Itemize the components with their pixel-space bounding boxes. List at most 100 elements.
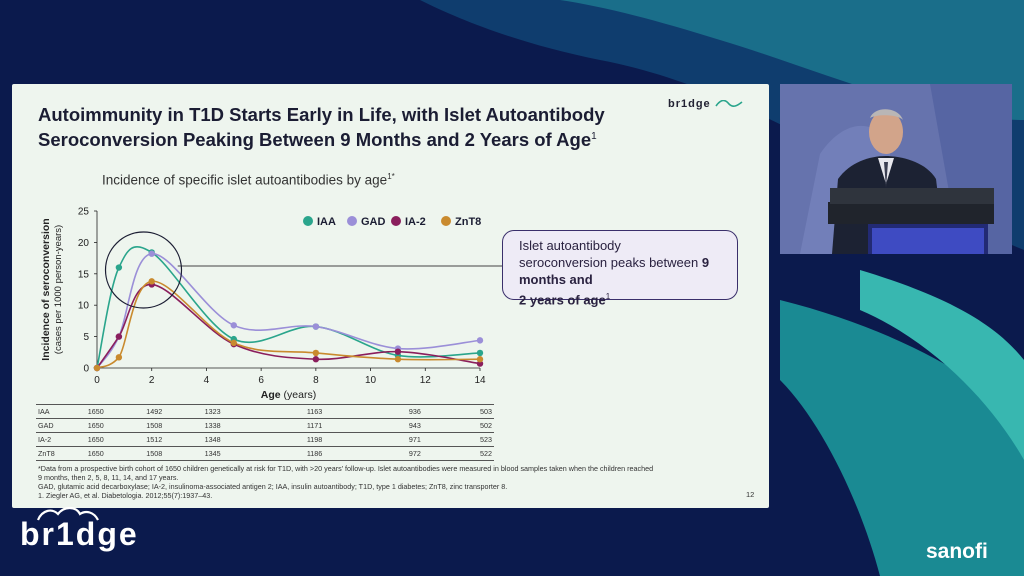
table-cell: 1171 — [304, 418, 407, 433]
data-point-gad — [312, 323, 320, 330]
x-tick-label: 2 — [149, 375, 155, 386]
table-cell: 936 — [406, 404, 478, 419]
table-cell: 522 — [478, 446, 494, 461]
slide-logo-text: br1dge — [668, 98, 711, 110]
table-cell: 1338 — [202, 418, 305, 433]
data-point-iaa — [115, 264, 123, 271]
table-cell: 1186 — [304, 446, 407, 461]
y-axis-label-unit: (cases per 1000 person-years) — [53, 225, 64, 354]
table-cell: 502 — [478, 418, 494, 433]
table-cell: 523 — [478, 432, 494, 447]
callout-bold-3: 2 years of age — [519, 292, 606, 308]
peak-highlight-circle — [104, 231, 183, 309]
chart-subtitle-text: Incidence of specific islet autoantibodi… — [102, 172, 388, 188]
data-point-gad — [148, 250, 155, 257]
x-tick-label: 12 — [420, 375, 432, 386]
x-tick-label: 10 — [365, 375, 377, 386]
legend-label-gad: GAD — [361, 216, 386, 228]
series-line-iaa — [96, 246, 481, 369]
table-cell: 972 — [406, 446, 478, 461]
y-tick-label: 25 — [78, 207, 90, 218]
y-tick-label: 0 — [83, 364, 89, 375]
data-point-znt8 — [312, 349, 320, 357]
series-line-znt8 — [96, 280, 481, 369]
title-line-2: Seroconversion Peaking Between 9 Months … — [38, 129, 592, 151]
x-tick-label: 14 — [474, 375, 486, 386]
x-axis-label: Age (years) — [261, 389, 316, 401]
table-cell: 1650 — [85, 404, 145, 419]
title-line-1: Autoimmunity in T1D Starts Early in Life… — [38, 104, 605, 125]
legend-marker-gad — [347, 216, 357, 226]
table-cell: 1492 — [144, 404, 203, 419]
data-point-ia-2 — [394, 348, 402, 355]
bridge-logo: br1dge — [20, 506, 139, 553]
legend-marker-iaa — [303, 216, 313, 226]
callout-box: Islet autoantibody seroconversion peaks … — [502, 230, 738, 307]
row-label: GAD — [36, 418, 86, 433]
y-axis-label: Incidence of seroconversion — [40, 218, 52, 360]
data-point-znt8 — [394, 356, 402, 363]
footnotes: *Data from a prospective birth cohort of… — [38, 464, 738, 500]
table-cell: 1650 — [85, 418, 145, 433]
chart-subtitle-sup: 1* — [387, 172, 395, 181]
sanofi-logo: sanofi — [926, 540, 988, 563]
slide-title: Autoimmunity in T1D Starts Early in Life… — [38, 104, 658, 151]
data-point-ia-2 — [312, 356, 320, 363]
footnote-4: 1. Ziegler AG, et al. Diabetologia. 2012… — [38, 491, 213, 500]
table-cell: 1512 — [144, 432, 203, 447]
slide-bridge-logo: br1dge — [668, 98, 743, 110]
row-label: IAA — [36, 404, 86, 419]
x-tick-label: 8 — [313, 375, 319, 386]
table-cell: 1345 — [202, 446, 305, 461]
x-tick-label: 4 — [204, 375, 210, 386]
table-cell: 1163 — [304, 404, 407, 419]
data-point-gad — [476, 337, 484, 344]
table-cell: 1508 — [144, 446, 203, 461]
table-cell: 503 — [478, 404, 494, 419]
legend-marker-znt8 — [441, 216, 451, 226]
table-cell: 1323 — [202, 404, 305, 419]
table-cell: 1508 — [144, 418, 203, 433]
wave-icon — [715, 99, 743, 108]
table-row: GAD 1650 1508 1338 1171 943 502 — [36, 418, 494, 433]
speaker-video — [780, 84, 1012, 254]
legend-label-ia-2: IA-2 — [405, 216, 426, 228]
cloud-icon — [36, 506, 99, 521]
bridge-logo-text: br1dge — [20, 516, 139, 552]
x-axis-label-unit: (years) — [284, 389, 317, 401]
y-tick-label: 5 — [83, 332, 89, 343]
data-point-znt8 — [476, 356, 484, 363]
y-tick-label: 15 — [78, 269, 90, 280]
table-cell: 1198 — [304, 432, 407, 447]
footnote-3: GAD, glutamic acid decarboxylase; IA-2, … — [38, 482, 508, 491]
y-tick-label: 20 — [78, 238, 90, 249]
callout-line-1: Islet autoantibody — [519, 238, 621, 253]
chart-subtitle: Incidence of specific islet autoantibodi… — [102, 172, 395, 188]
slide: Autoimmunity in T1D Starts Early in Life… — [12, 84, 769, 508]
data-point-gad — [230, 322, 237, 329]
data-point-ia-2 — [476, 360, 484, 367]
x-axis-label-main: Age — [261, 389, 284, 401]
callout-sup: 1 — [605, 292, 611, 301]
legend-marker-ia-2 — [391, 216, 401, 226]
callout-line-2: seroconversion peaks between — [519, 255, 702, 270]
row-label: IA-2 — [36, 432, 86, 447]
data-point-iaa — [476, 349, 484, 357]
table-row: ZnT8 1650 1508 1345 1186 972 522 — [36, 446, 494, 461]
line-chart: 0 5 10 15 20 25 0 2 4 6 8 10 12 14 Age (years) Incidenc… — [40, 207, 502, 401]
data-point-znt8 — [115, 354, 123, 361]
title-superscript: 1 — [591, 131, 597, 142]
legend-label-iaa: IAA — [317, 216, 336, 228]
data-point-znt8 — [230, 339, 237, 347]
y-tick-label: 10 — [78, 301, 90, 312]
series-line-gad — [96, 252, 481, 369]
table-cell: 943 — [406, 418, 478, 433]
series-line-ia-2 — [96, 283, 481, 369]
data-point-znt8 — [93, 364, 101, 372]
x-tick-label: 0 — [94, 375, 100, 386]
footnote-1: *Data from a prospective birth cohort of… — [38, 464, 654, 473]
table-row: IA-2 1650 1512 1348 1198 971 523 — [36, 432, 494, 447]
data-point-ia-2 — [115, 333, 123, 340]
page-number: 12 — [746, 490, 755, 499]
legend-label-znt8: ZnT8 — [455, 216, 481, 228]
